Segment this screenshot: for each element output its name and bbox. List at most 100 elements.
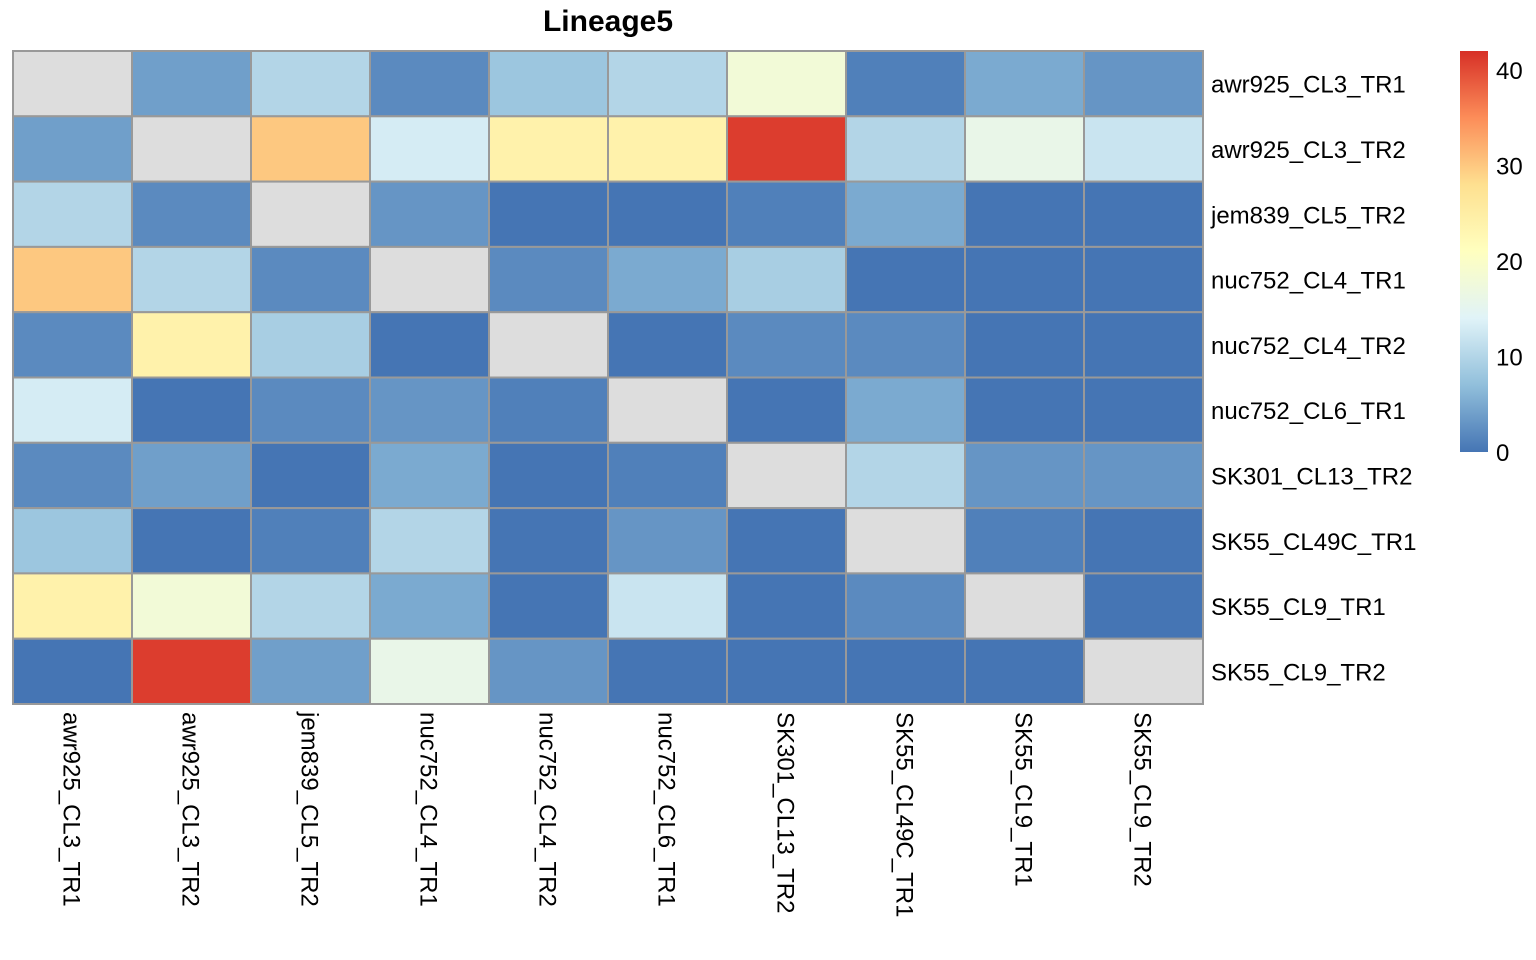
heatmap-cell (845, 572, 966, 640)
heatmap-cell (726, 441, 847, 510)
heatmap-cell (131, 376, 252, 444)
color-legend: 0 10 20 30 40 (1460, 51, 1523, 467)
row-label: jem839_CL5_TR2 (1210, 202, 1406, 229)
heatmap-cell (488, 180, 609, 248)
column-label: nuc752_CL6_TR1 (653, 712, 680, 907)
heatmap-cell (250, 245, 371, 314)
heatmap-cell (845, 507, 966, 575)
column-label: SK55_CL9_TR2 (1129, 712, 1156, 887)
heatmap-cell (12, 572, 133, 640)
chart-title: Lineage5 (543, 5, 673, 38)
heatmap-cell (964, 572, 1085, 640)
heatmap-cell (1083, 637, 1204, 706)
heatmap-cell (726, 245, 847, 314)
heatmap-cell (964, 180, 1085, 248)
heatmap-cells (12, 50, 1204, 706)
heatmap-cell (845, 245, 966, 314)
legend-tick-label: 20 (1496, 249, 1523, 276)
column-label: jem839_CL5_TR2 (296, 711, 323, 907)
column-label: awr925_CL3_TR1 (58, 712, 85, 907)
column-label: SK55_CL49C_TR1 (891, 712, 918, 917)
heatmap-cell (726, 376, 847, 444)
heatmap-cell (369, 50, 490, 118)
heatmap-cell (131, 50, 252, 118)
column-label: SK55_CL9_TR1 (1010, 712, 1037, 887)
heatmap-cell (726, 637, 847, 706)
row-label: awr925_CL3_TR1 (1211, 72, 1406, 99)
heatmap-cell (488, 441, 609, 510)
heatmap-cell (964, 245, 1085, 314)
legend-tick-label: 10 (1496, 345, 1523, 372)
heatmap-cell (12, 376, 133, 444)
column-label: SK301_CL13_TR2 (772, 712, 799, 913)
heatmap-cell (488, 507, 609, 575)
heatmap-cell (845, 50, 966, 118)
heatmap-cell (607, 441, 728, 510)
row-label: nuc752_CL4_TR2 (1211, 333, 1406, 360)
heatmap-cell (845, 115, 966, 183)
heatmap-cell (369, 180, 490, 248)
heatmap-cell (250, 572, 371, 640)
heatmap-cell (250, 50, 371, 118)
heatmap-cell (607, 507, 728, 575)
heatmap-cell (488, 50, 609, 118)
heatmap-cell (369, 441, 490, 510)
column-label: awr925_CL3_TR2 (177, 712, 204, 907)
heatmap-cell (131, 245, 252, 314)
heatmap-cell (131, 441, 252, 510)
heatmap-cell (131, 311, 252, 379)
heatmap-cell (250, 180, 371, 248)
legend-tick-label: 30 (1496, 154, 1523, 181)
heatmap-cell (1083, 507, 1204, 575)
heatmap-cell (845, 311, 966, 379)
legend-tick-label: 0 (1496, 440, 1509, 467)
heatmap-cell (1083, 311, 1204, 379)
heatmap-cell (964, 50, 1085, 118)
heatmap-cell (250, 376, 371, 444)
heatmap-cell (964, 115, 1085, 183)
heatmap-cell (726, 311, 847, 379)
heatmap-cell (1083, 441, 1204, 510)
heatmap-cell (12, 507, 133, 575)
heatmap-cell (964, 376, 1085, 444)
heatmap-cell (726, 507, 847, 575)
heatmap-cell (250, 115, 371, 183)
column-label: nuc752_CL4_TR1 (415, 712, 442, 907)
heatmap-cell (1083, 115, 1204, 183)
heatmap-cell (250, 637, 371, 706)
heatmap-cell (12, 180, 133, 248)
heatmap-cell (607, 115, 728, 183)
heatmap-cell (1083, 245, 1204, 314)
heatmap-cell (726, 180, 847, 248)
heatmap-cell (845, 441, 966, 510)
heatmap-cell (607, 180, 728, 248)
heatmap-cell (488, 572, 609, 640)
heatmap-cell (607, 50, 728, 118)
row-label: SK55_CL9_TR1 (1211, 594, 1386, 621)
heatmap-cell (369, 637, 490, 706)
heatmap-cell (964, 311, 1085, 379)
heatmap-cell (845, 180, 966, 248)
legend-tick-label: 40 (1496, 58, 1523, 85)
heatmap-cell (607, 637, 728, 706)
heatmap-cell (369, 572, 490, 640)
heatmap-cell (964, 507, 1085, 575)
heatmap-cell (845, 637, 966, 706)
heatmap-cell (607, 311, 728, 379)
column-label: nuc752_CL4_TR2 (534, 712, 561, 907)
heatmap-cell (607, 245, 728, 314)
heatmap-cell (131, 637, 252, 706)
heatmap-cell (369, 376, 490, 444)
heatmap-cell (726, 572, 847, 640)
row-label: SK55_CL49C_TR1 (1211, 529, 1416, 556)
heatmap-cell (1083, 572, 1204, 640)
heatmap-cell (607, 376, 728, 444)
row-label: awr925_CL3_TR2 (1211, 137, 1406, 164)
heatmap-cell (250, 441, 371, 510)
row-label: SK301_CL13_TR2 (1211, 463, 1412, 490)
heatmap-cell (488, 637, 609, 706)
row-label: SK55_CL9_TR2 (1211, 659, 1386, 686)
legend-color-bar (1460, 51, 1488, 452)
heatmap-cell (488, 311, 609, 379)
